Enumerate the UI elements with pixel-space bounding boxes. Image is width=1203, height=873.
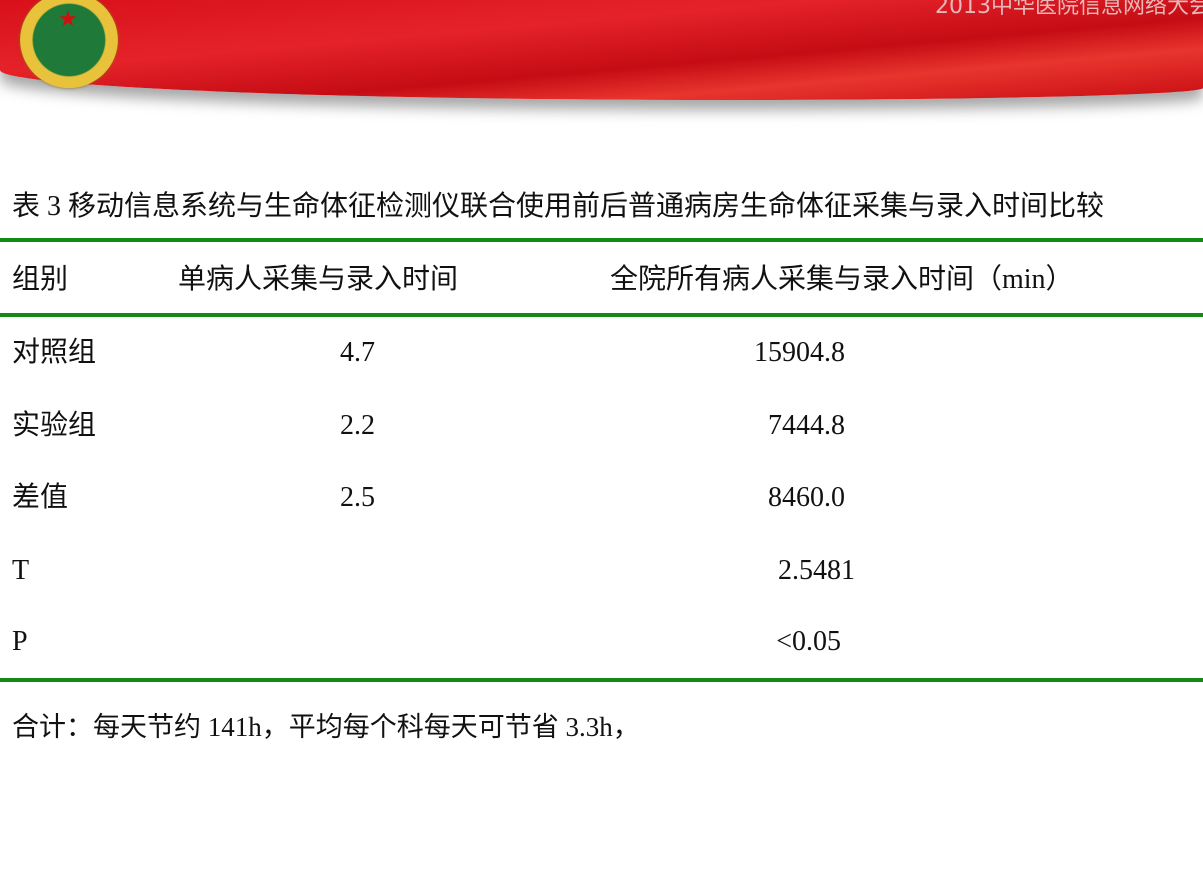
hospital-logo: ★ bbox=[20, 0, 118, 88]
all-time: 2.5481 bbox=[778, 555, 855, 586]
header-single-time: 单病人采集与录入时间 bbox=[178, 264, 459, 295]
table-header-rule bbox=[0, 313, 1203, 317]
row-label: 实验组 bbox=[12, 410, 97, 441]
row-label: T bbox=[12, 555, 30, 586]
single-time: 2.5 bbox=[340, 482, 375, 513]
table-top-rule bbox=[0, 238, 1203, 242]
all-time: 8460.0 bbox=[768, 482, 845, 513]
single-time: 4.7 bbox=[340, 337, 375, 368]
all-time: 7444.8 bbox=[768, 410, 845, 441]
table-bottom-rule bbox=[0, 678, 1203, 682]
all-time: 15904.8 bbox=[754, 337, 845, 368]
single-time: 2.2 bbox=[340, 410, 375, 441]
table-title: 表 3 移动信息系统与生命体征检测仪联合使用前后普通病房生命体征采集与录入时间比… bbox=[12, 191, 1105, 222]
conference-name: 2013中华医院信息网络大会 bbox=[935, 0, 1203, 19]
header-banner: ★ 2013中华医院信息网络大会 bbox=[0, 0, 1203, 100]
all-time: <0.05 bbox=[776, 626, 841, 657]
summary-note: 合计：每天节约 141h，平均每个科每天可节省 3.3h， bbox=[12, 712, 640, 742]
header-group: 组别 bbox=[12, 264, 69, 295]
star-icon: ★ bbox=[58, 6, 78, 31]
header-all-time: 全院所有病人采集与录入时间（min） bbox=[610, 264, 1074, 295]
row-label: 差值 bbox=[12, 482, 69, 513]
row-label: 对照组 bbox=[12, 337, 97, 368]
row-label: P bbox=[12, 626, 28, 657]
